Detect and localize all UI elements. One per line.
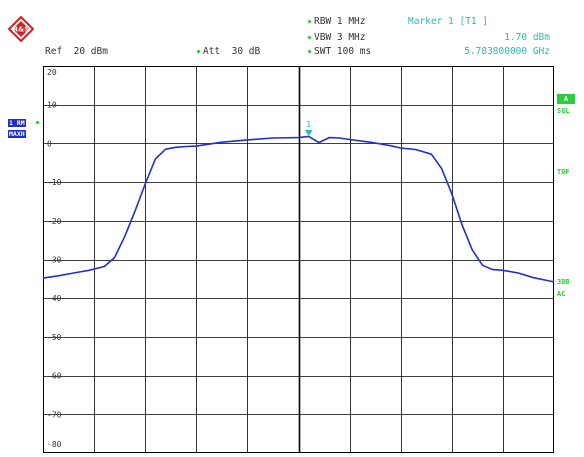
rbw-setting: RBW 1 MHz [308, 16, 365, 27]
swt-setting: SWT 100 ms [308, 46, 371, 57]
vbw-setting: VBW 3 MHz [308, 32, 365, 43]
spectrum-plot: 20 10 0 -10 -20 -30 -40 -50 -60 -70 -80 1 [42, 66, 555, 453]
tdf-label: TDF [557, 168, 570, 176]
y-tick-labels: 20 10 0 -10 -20 -30 -40 -50 -60 -70 -80 [47, 68, 62, 449]
grid-lines [43, 66, 554, 453]
rs-logo: R&S [7, 15, 35, 43]
marker-level: 1.70 dBm [504, 32, 550, 43]
marker-label: Marker 1 [T1 ] [408, 16, 489, 27]
trace-line [42, 135, 555, 283]
svg-text:R&S: R&S [13, 26, 30, 34]
spectrum-chart: 20 10 0 -10 -20 -30 -40 -50 -60 -70 -80 1 [42, 66, 555, 453]
sgl-label: SGL [557, 107, 570, 115]
trace-badge-dot [36, 121, 39, 124]
y-tick-label: 10 [47, 101, 57, 110]
marker-layer: 1 [304, 120, 313, 136]
marker-frequency: 5.783800000 GHz [464, 46, 550, 57]
y-tick-label: -50 [47, 333, 62, 342]
y-tick-label: -30 [47, 256, 62, 265]
marker-number: 1 [306, 120, 311, 129]
ac-label: AC [557, 290, 566, 298]
y-tick-label: -70 [47, 410, 62, 419]
3db-label: 3DB [557, 278, 570, 286]
y-tick-label: -20 [47, 217, 62, 226]
trace-layer [42, 135, 555, 283]
trace-badge: 1 RM [8, 119, 26, 127]
detector-badge: MAXH [8, 130, 26, 138]
y-tick-label: 20 [47, 68, 57, 77]
marker-triangle [304, 129, 313, 136]
y-tick-label: -60 [47, 372, 62, 381]
y-tick-label: 0 [47, 139, 52, 148]
ref-level: Ref 20 dBm [45, 46, 108, 57]
y-tick-label: -10 [47, 178, 62, 187]
attenuation: Att 30 dB [197, 46, 260, 57]
y-tick-label: -80 [47, 440, 62, 449]
screen-a-badge: A [557, 94, 575, 104]
y-tick-label: -40 [47, 294, 62, 303]
